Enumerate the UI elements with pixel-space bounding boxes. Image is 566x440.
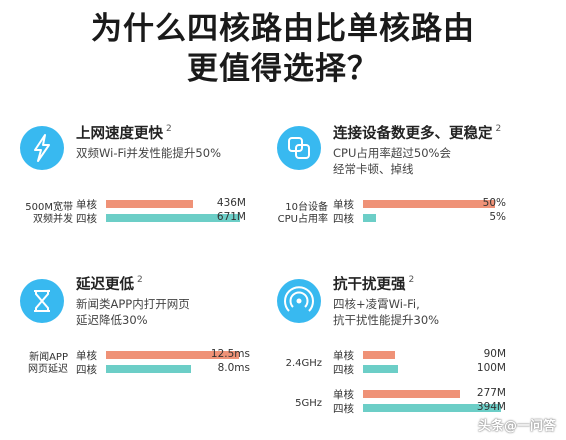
footnote-mark: 2: [408, 275, 415, 285]
series-label-single: 单核: [333, 199, 354, 211]
series-label-single: 单核: [333, 350, 354, 362]
panel-desc-line: 经常卡顿、掉线: [333, 162, 414, 176]
group-label-line: 10台设备: [285, 202, 328, 213]
value-label: 436M: [216, 197, 246, 209]
panel-title: 延迟更低: [76, 277, 134, 293]
panel-desc-line: 延迟降低30%: [76, 313, 148, 327]
bar-single-core: [363, 200, 495, 208]
bar-single-core: [106, 200, 193, 208]
series-label-single: 单核: [333, 389, 354, 401]
bar-quad-core: [363, 214, 376, 222]
value-label: 8.0ms: [217, 362, 250, 374]
bar-single-core: [363, 351, 395, 359]
panel-desc-line: 四核+凌霄Wi-Fi,: [333, 297, 420, 311]
signal-icon: [277, 279, 321, 323]
group-label-line: 500M宽带: [25, 202, 73, 213]
page-title-line1: 为什么四核路由比单核路由: [91, 11, 475, 47]
series-label-quad: 四核: [76, 364, 97, 376]
bar-quad-core: [106, 365, 191, 373]
value-label: 100M: [476, 362, 506, 374]
footnote-mark: 2: [495, 124, 502, 134]
group-label-line: CPU占用率: [277, 214, 328, 225]
footnote-mark: 2: [166, 124, 172, 134]
value-label: 90M: [483, 348, 506, 360]
panel-title: 连接设备数更多、更稳定: [333, 126, 493, 142]
group-label-line: 新闻APP: [29, 352, 68, 363]
panel-desc-line: 抗干扰性能提升30%: [333, 313, 440, 327]
group-label-line: 网页延迟: [28, 364, 68, 375]
panel-desc-line: 新闻类APP内打开网页: [76, 297, 190, 311]
value-label: 277M: [476, 387, 506, 399]
watermark: 头条@一问答: [477, 419, 556, 434]
lightning-icon: [20, 126, 64, 170]
bar-quad-core: [363, 404, 501, 412]
series-label-quad: 四核: [76, 213, 97, 225]
series-label-quad: 四核: [333, 364, 354, 376]
value-label: 394M: [476, 401, 506, 413]
series-label-quad: 四核: [333, 213, 354, 225]
panel-title: 抗干扰更强: [333, 277, 406, 293]
bar-single-core: [106, 351, 239, 359]
bar-single-core: [363, 390, 460, 398]
bar-quad-core: [106, 214, 240, 222]
value-label: 12.5ms: [210, 348, 250, 360]
page-title-line2: 更值得选择？: [187, 51, 379, 87]
panel-desc-line: 双频Wi-Fi并发性能提升50%: [76, 146, 221, 160]
devices-icon: [277, 126, 321, 170]
hourglass-icon: [20, 279, 64, 323]
group-label-line: 双频并发: [33, 214, 73, 225]
group-label: 5GHz: [295, 398, 322, 409]
bar-quad-core: [363, 365, 398, 373]
panel-title: 上网速度更快: [76, 126, 163, 142]
panel-desc-line: CPU占用率超过50%会: [333, 146, 451, 160]
series-label-single: 单核: [76, 350, 97, 362]
series-label-single: 单核: [76, 199, 97, 211]
value-label: 5%: [489, 211, 506, 223]
value-label: 671M: [216, 211, 246, 223]
value-label: 50%: [482, 197, 506, 209]
footnote-mark: 2: [137, 275, 143, 285]
series-label-quad: 四核: [333, 403, 354, 415]
group-label: 2.4GHz: [285, 358, 322, 369]
